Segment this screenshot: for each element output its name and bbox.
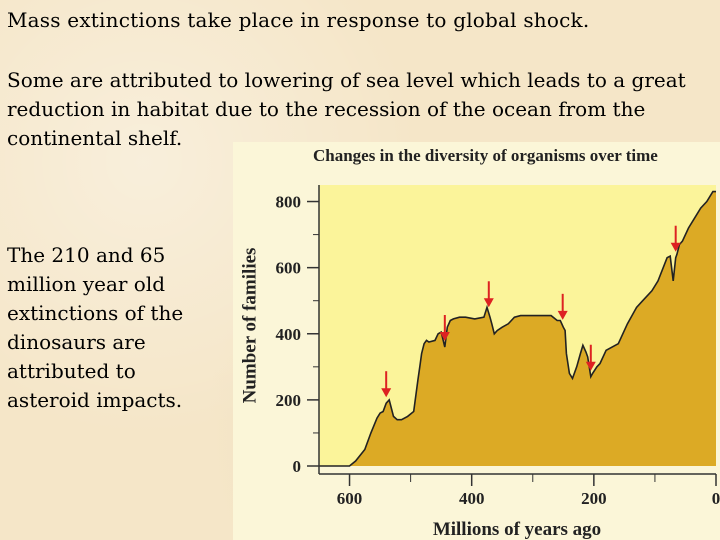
paragraph-line: extinctions of the [7,301,184,325]
extinction-arrow-head [381,388,392,398]
extinction-arrows [381,225,681,398]
y-tick-label: 0 [293,457,302,476]
y-tick-label: 400 [276,325,302,344]
extinction-arrow-head [670,242,681,252]
x-tick-label: 600 [337,489,363,508]
paragraph-line: million year old [7,272,166,296]
extinction-arrow-head [439,331,450,341]
diversity-area [319,191,716,466]
asteroid-paragraph: The 210 and 65 million year old extincti… [7,241,183,415]
axes: 0 200 400 600 800 600 400 200 0 [276,185,720,508]
paragraph-line: The 210 and 65 [7,243,166,267]
y-axis-label: Number of families [239,248,260,404]
paragraph-line: continental shelf. [7,126,183,150]
extinction-arrow-head [483,298,494,308]
diversity-line [319,190,716,467]
x-tick-label: 400 [459,489,485,508]
chart-title: Changes in the diversity of organisms ov… [313,146,658,165]
y-tick-label: 800 [276,193,302,212]
slide-heading: Mass extinctions take place in response … [7,8,590,32]
x-tick-label: 200 [581,489,607,508]
sea-level-paragraph: Some are attributed to lowering of sea l… [7,66,686,153]
x-axis-label: Millions of years ago [433,519,601,540]
paragraph-line: Some are attributed to lowering of sea l… [7,68,686,92]
diversity-chart: Changes in the diversity of organisms ov… [233,142,720,540]
paragraph-line: attributed to [7,359,136,383]
y-tick-label: 200 [276,391,302,410]
paragraph-line: asteroid impacts. [7,388,183,412]
extinction-arrow-head [557,310,568,320]
y-tick-label: 600 [276,259,302,278]
x-tick-label: 0 [712,489,720,508]
paragraph-line: dinosaurs are [7,330,146,354]
paragraph-line: reduction in habitat due to the recessio… [7,97,646,121]
extinction-arrow-head [585,361,596,371]
